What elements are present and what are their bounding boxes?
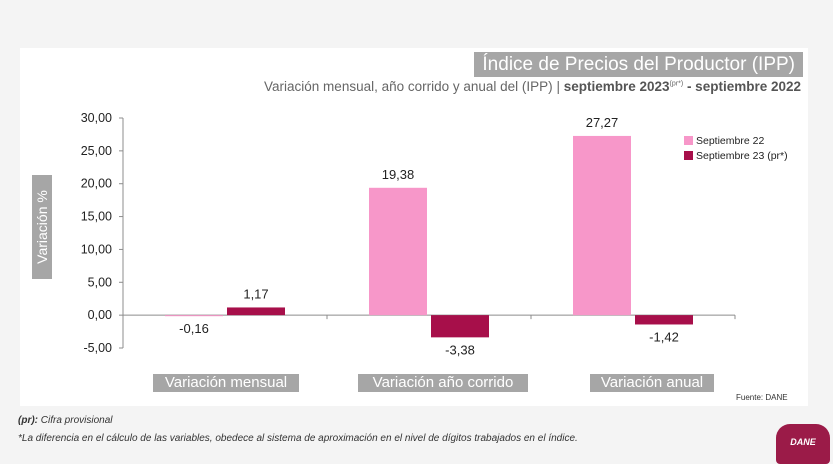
subtitle-separator: | bbox=[556, 79, 560, 94]
bar-sep23-2 bbox=[635, 315, 693, 325]
y-tick-label: -5,00 bbox=[84, 341, 113, 355]
legend-swatch-sep23 bbox=[684, 151, 693, 160]
chart-subtitle: Variación mensual, año corrido y anual d… bbox=[264, 79, 801, 94]
data-label: 19,38 bbox=[382, 167, 415, 182]
y-tick-label: 0,00 bbox=[88, 308, 112, 322]
y-tick-label: 5,00 bbox=[88, 275, 112, 289]
bar-sep22-2 bbox=[573, 135, 631, 316]
legend-item-sep23: Septiembre 23 (pr*) bbox=[684, 148, 788, 163]
y-tick-label: 30,00 bbox=[81, 111, 112, 125]
data-label: -0,16 bbox=[179, 321, 209, 336]
provisional-text: Cifra provisional bbox=[40, 415, 113, 426]
source-note: Fuente: DANE bbox=[736, 393, 788, 402]
bar-sep22-0 bbox=[165, 315, 223, 317]
provisional-label: (pr): bbox=[18, 415, 38, 426]
category-label-ano-corrido: Variación año corrido bbox=[358, 374, 528, 392]
data-label: 27,27 bbox=[586, 115, 619, 130]
y-tick-label: 25,00 bbox=[81, 144, 112, 158]
category-label-mensual: Variación mensual bbox=[153, 374, 299, 392]
provisional-note: (pr): Cifra provisional bbox=[18, 412, 578, 430]
y-tick-label: 10,00 bbox=[81, 242, 112, 256]
chart-title: Índice de Precios del Productor (IPP) bbox=[474, 52, 803, 77]
dane-logo: DANE bbox=[776, 424, 830, 464]
legend-label-sep23: Septiembre 23 (pr*) bbox=[696, 149, 788, 162]
bar-sep22-1 bbox=[369, 187, 427, 316]
data-label: 1,17 bbox=[243, 286, 268, 301]
subtitle-lead: Variación mensual, año corrido y anual d… bbox=[264, 79, 553, 94]
y-tick-label: 15,00 bbox=[81, 210, 112, 224]
legend-label-sep22: Septiembre 22 bbox=[696, 134, 765, 147]
footnote: *La diferencia en el cálculo de las vari… bbox=[18, 433, 578, 444]
data-label: -3,38 bbox=[445, 342, 475, 357]
legend-item-sep22: Septiembre 22 bbox=[684, 133, 788, 148]
y-tick-label: 20,00 bbox=[81, 177, 112, 191]
subtitle-period-end: - septiembre 2022 bbox=[686, 79, 801, 94]
notes: (pr): Cifra provisional *La diferencia e… bbox=[18, 412, 578, 448]
subtitle-period-start: septiembre 2023 bbox=[563, 79, 670, 94]
bar-sep23-0 bbox=[227, 307, 285, 316]
bar-sep23-1 bbox=[431, 315, 489, 338]
legend-swatch-sep22 bbox=[684, 136, 693, 145]
subtitle-period-mark: (pr*) bbox=[669, 80, 684, 88]
logo-text: DANE bbox=[790, 437, 816, 447]
category-label-anual: Variación anual bbox=[590, 374, 714, 392]
legend: Septiembre 22 Septiembre 23 (pr*) bbox=[684, 133, 788, 163]
y-axis-label-box: Variación % bbox=[32, 175, 52, 279]
data-label: -1,42 bbox=[649, 329, 679, 344]
